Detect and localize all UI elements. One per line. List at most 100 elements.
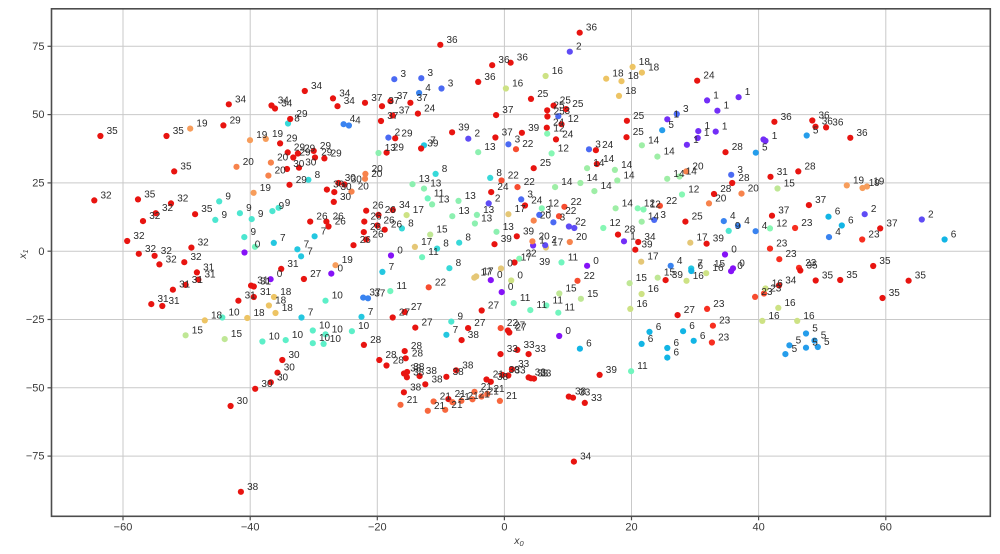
svg-text:16: 16 — [552, 66, 564, 77]
svg-text:14: 14 — [561, 177, 573, 188]
svg-text:34: 34 — [235, 94, 247, 105]
svg-text:13: 13 — [459, 206, 471, 217]
svg-text:17: 17 — [421, 237, 433, 248]
svg-text:31: 31 — [777, 167, 789, 178]
svg-text:18: 18 — [211, 310, 223, 321]
svg-text:18: 18 — [628, 71, 640, 82]
svg-text:0: 0 — [737, 261, 743, 272]
svg-text:39: 39 — [427, 139, 439, 150]
svg-text:38: 38 — [468, 330, 480, 341]
svg-text:34: 34 — [644, 232, 656, 243]
svg-text:21: 21 — [494, 384, 506, 395]
svg-text:29: 29 — [296, 175, 308, 186]
svg-text:1: 1 — [722, 122, 728, 133]
svg-text:22: 22 — [435, 277, 447, 288]
svg-text:37: 37 — [502, 128, 514, 139]
svg-text:5: 5 — [824, 337, 830, 348]
svg-text:15: 15 — [192, 325, 204, 336]
svg-text:4: 4 — [744, 216, 750, 227]
svg-text:20: 20 — [243, 157, 255, 168]
svg-text:3: 3 — [683, 104, 689, 115]
svg-text:9: 9 — [222, 210, 228, 221]
svg-text:33: 33 — [535, 367, 547, 378]
svg-text:16: 16 — [785, 298, 797, 309]
svg-text:23: 23 — [868, 230, 880, 241]
svg-text:21: 21 — [434, 401, 446, 412]
svg-text:35: 35 — [173, 126, 185, 137]
svg-text:21: 21 — [481, 382, 493, 393]
svg-text:12: 12 — [610, 218, 622, 229]
svg-text:32: 32 — [161, 246, 173, 257]
svg-text:35: 35 — [144, 189, 156, 200]
svg-text:8: 8 — [443, 239, 449, 250]
svg-text:15: 15 — [784, 179, 796, 190]
svg-text:9: 9 — [251, 227, 257, 238]
svg-text:35: 35 — [822, 271, 834, 282]
svg-text:28: 28 — [411, 341, 423, 352]
svg-text:24: 24 — [531, 196, 543, 207]
svg-text:18: 18 — [275, 296, 287, 307]
svg-text:39: 39 — [458, 122, 470, 133]
svg-text:21: 21 — [451, 400, 463, 411]
svg-text:6: 6 — [674, 338, 680, 349]
svg-text:24: 24 — [553, 118, 565, 129]
svg-text:28: 28 — [624, 225, 636, 236]
svg-text:29: 29 — [230, 115, 242, 126]
svg-text:18: 18 — [282, 303, 294, 314]
svg-text:16: 16 — [693, 271, 705, 282]
svg-text:19: 19 — [260, 183, 272, 194]
svg-text:32: 32 — [133, 231, 145, 242]
svg-text:1: 1 — [693, 135, 699, 146]
svg-text:13: 13 — [483, 205, 495, 216]
svg-text:13: 13 — [465, 191, 477, 202]
svg-text:34: 34 — [785, 275, 797, 286]
svg-text:20: 20 — [625, 522, 637, 534]
svg-text:30: 30 — [345, 173, 357, 184]
svg-text:30: 30 — [341, 182, 353, 193]
svg-text:35: 35 — [201, 204, 213, 215]
svg-text:1: 1 — [539, 236, 545, 247]
svg-text:23: 23 — [761, 287, 773, 298]
svg-text:21: 21 — [488, 387, 500, 398]
svg-text:31: 31 — [203, 262, 215, 273]
svg-text:37: 37 — [815, 195, 827, 206]
svg-text:4: 4 — [425, 83, 431, 94]
svg-text:31: 31 — [158, 294, 170, 305]
svg-text:29: 29 — [296, 109, 308, 120]
svg-text:26: 26 — [335, 217, 347, 228]
svg-text:0: 0 — [501, 522, 507, 534]
svg-text:30: 30 — [289, 350, 301, 361]
svg-text:34: 34 — [344, 96, 356, 107]
svg-text:5: 5 — [821, 331, 827, 342]
svg-text:−40: −40 — [241, 522, 260, 534]
svg-text:10: 10 — [332, 324, 344, 335]
svg-text:14: 14 — [622, 198, 634, 209]
svg-text:27: 27 — [310, 269, 322, 280]
svg-text:1: 1 — [713, 90, 719, 101]
svg-text:38: 38 — [432, 374, 444, 385]
svg-text:−75: −75 — [26, 451, 45, 463]
svg-text:0: 0 — [255, 240, 261, 251]
svg-text:33: 33 — [524, 340, 536, 351]
svg-text:6: 6 — [700, 331, 706, 342]
svg-text:6: 6 — [648, 334, 654, 345]
svg-text:28: 28 — [805, 161, 817, 172]
svg-text:27: 27 — [488, 301, 500, 312]
svg-text:21: 21 — [493, 370, 505, 381]
svg-text:12: 12 — [558, 143, 570, 154]
svg-text:37: 37 — [397, 91, 409, 102]
svg-text:34: 34 — [580, 452, 592, 463]
svg-text:31: 31 — [257, 276, 269, 287]
svg-text:15: 15 — [587, 289, 599, 300]
svg-text:37: 37 — [374, 288, 386, 299]
svg-text:3: 3 — [560, 212, 566, 223]
svg-text:27: 27 — [411, 302, 423, 313]
svg-text:7: 7 — [308, 308, 314, 319]
svg-text:33: 33 — [540, 369, 552, 380]
svg-text:16: 16 — [712, 263, 724, 274]
svg-text:8: 8 — [465, 233, 471, 244]
svg-text:36: 36 — [822, 117, 834, 128]
svg-text:34: 34 — [311, 81, 323, 92]
svg-text:29: 29 — [286, 133, 298, 144]
svg-text:20: 20 — [692, 161, 704, 172]
